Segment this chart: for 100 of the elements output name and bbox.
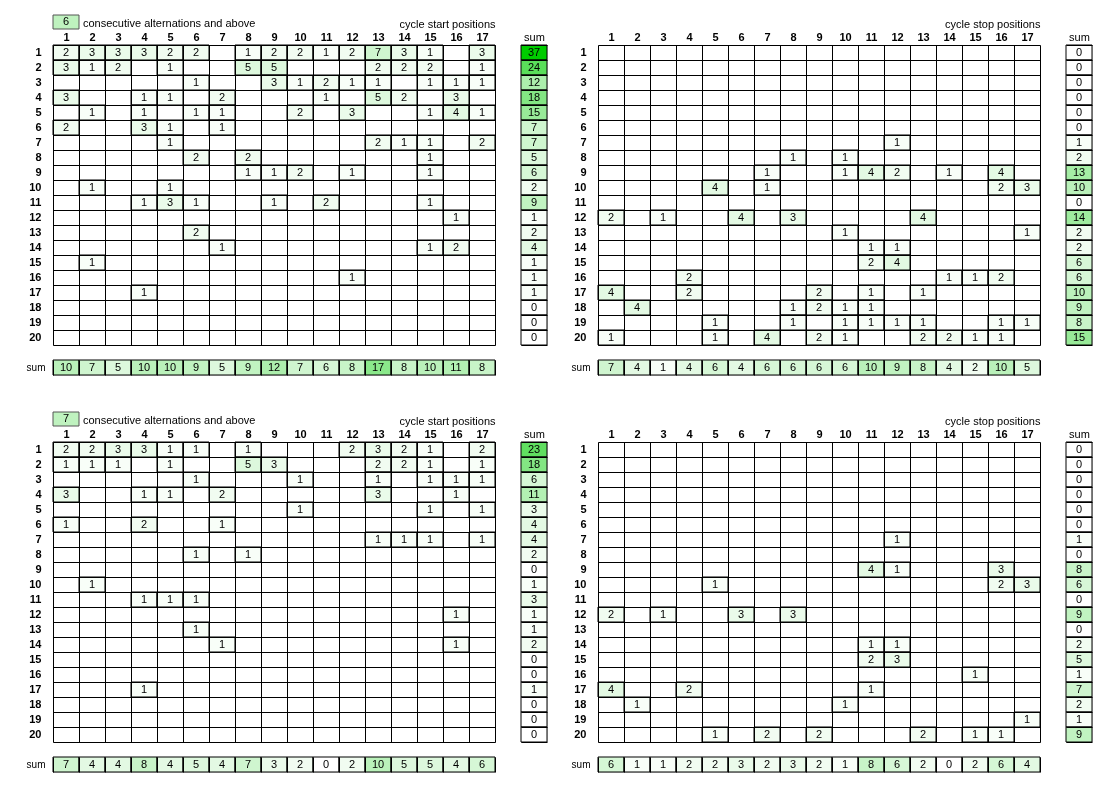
data-label: 1 bbox=[192, 622, 200, 635]
data-label: 2 bbox=[452, 240, 460, 253]
data-label: 4 bbox=[452, 105, 460, 118]
data-label: 2 bbox=[530, 180, 538, 193]
data-label: 1 bbox=[867, 285, 875, 298]
data-label: 1 bbox=[893, 240, 901, 253]
data-label: 2 bbox=[1075, 150, 1083, 163]
data-label: 2 bbox=[530, 547, 538, 560]
y-tick-label: 8 bbox=[580, 548, 587, 560]
data-label: 2 bbox=[348, 757, 356, 770]
x-tick-label: 12 bbox=[346, 427, 359, 440]
data-label: 1 bbox=[244, 547, 252, 560]
data-label: 1 bbox=[192, 195, 200, 208]
data-label: 0 bbox=[530, 562, 538, 575]
data-label: 1 bbox=[997, 315, 1005, 328]
y-tick-label: 18 bbox=[574, 301, 587, 313]
x-tick-label: 16 bbox=[450, 30, 463, 43]
data-label: 2 bbox=[530, 637, 538, 650]
data-label: 0 bbox=[322, 757, 330, 770]
data-label: 2 bbox=[140, 517, 148, 530]
data-label: 2 bbox=[88, 442, 96, 455]
data-label: 2 bbox=[685, 682, 693, 695]
data-label: 1 bbox=[530, 255, 538, 268]
data-label: 1 bbox=[244, 442, 252, 455]
y-tick-label: 14 bbox=[29, 241, 43, 253]
data-label: 12 bbox=[527, 75, 541, 88]
data-label: 1 bbox=[426, 532, 434, 545]
y-tick-label: 3 bbox=[580, 76, 587, 88]
data-label: 9 bbox=[1075, 607, 1083, 620]
y-tick-label: 11 bbox=[574, 593, 587, 605]
data-label: 1 bbox=[478, 457, 486, 470]
y-tick-label: 1 bbox=[580, 443, 587, 455]
data-label: 8 bbox=[919, 360, 927, 373]
data-label: 1 bbox=[426, 165, 434, 178]
x-tick-label: 12 bbox=[891, 30, 904, 43]
data-label: 1 bbox=[659, 607, 667, 620]
data-label: 7 bbox=[530, 120, 538, 133]
data-label: 2 bbox=[192, 225, 200, 238]
data-label: 2 bbox=[763, 727, 771, 740]
y-tick-label: 9 bbox=[580, 563, 587, 575]
data-label: 1 bbox=[841, 330, 849, 343]
y-tick-label: 19 bbox=[574, 316, 587, 328]
data-label: 1 bbox=[841, 300, 849, 313]
data-label: 1 bbox=[452, 487, 460, 500]
y-tick-label: 11 bbox=[29, 593, 42, 605]
y-tick-label: 20 bbox=[29, 728, 42, 740]
x-tick-label: 12 bbox=[891, 427, 904, 440]
x-tick-label: 14 bbox=[943, 30, 957, 43]
data-label: 2 bbox=[997, 270, 1005, 283]
x-tick-label: 10 bbox=[839, 30, 852, 43]
data-label: 1 bbox=[426, 442, 434, 455]
data-label: 1 bbox=[1075, 532, 1083, 545]
data-label: 1 bbox=[478, 105, 486, 118]
data-label: 15 bbox=[1072, 330, 1086, 343]
data-label: 1 bbox=[166, 60, 174, 73]
x-tick-label: 13 bbox=[917, 427, 930, 440]
data-label: 1 bbox=[711, 315, 719, 328]
data-label: 1 bbox=[867, 315, 875, 328]
y-tick-label: sum bbox=[26, 362, 46, 373]
x-tick-label: 13 bbox=[372, 30, 385, 43]
x-tick-label: 10 bbox=[294, 427, 307, 440]
data-label: 0 bbox=[1075, 90, 1083, 103]
text: 7 bbox=[62, 412, 70, 424]
data-label: 1 bbox=[530, 270, 538, 283]
data-label: 4 bbox=[919, 210, 927, 223]
y-tick-label: sum bbox=[26, 759, 46, 770]
data-label: 3 bbox=[270, 457, 278, 470]
y-tick-label: 17 bbox=[29, 683, 42, 695]
y-tick-label: 11 bbox=[574, 196, 587, 208]
data-label: 2 bbox=[711, 757, 719, 770]
data-label: 2 bbox=[322, 195, 330, 208]
data-label: 10 bbox=[994, 360, 1008, 373]
data-label: 1 bbox=[244, 165, 252, 178]
x-tick-label: 8 bbox=[245, 30, 252, 43]
chart-title: consecutive alternations and above bbox=[83, 413, 256, 426]
data-label: 17 bbox=[371, 360, 385, 373]
data-label: 1 bbox=[867, 637, 875, 650]
y-tick-label: 15 bbox=[574, 653, 587, 665]
data-label: 10 bbox=[1072, 285, 1086, 298]
x-tick-label: 14 bbox=[943, 427, 957, 440]
data-label: 23 bbox=[527, 442, 541, 455]
data-label: 3 bbox=[88, 45, 96, 58]
data-label: 5 bbox=[1075, 652, 1083, 665]
x-tick-label: sum bbox=[524, 427, 545, 440]
data-label: 3 bbox=[452, 90, 460, 103]
data-label: 4 bbox=[763, 330, 771, 343]
data-label: 2 bbox=[296, 165, 304, 178]
y-tick-label: 15 bbox=[574, 256, 587, 268]
data-label: 18 bbox=[527, 90, 541, 103]
y-tick-label: 16 bbox=[29, 271, 42, 283]
data-label: 3 bbox=[270, 757, 278, 770]
x-tick-label: 8 bbox=[245, 427, 252, 440]
text: 6 bbox=[62, 15, 70, 27]
data-label: 6 bbox=[841, 360, 849, 373]
y-tick-label: 10 bbox=[574, 578, 587, 590]
data-label: 1 bbox=[893, 637, 901, 650]
data-label: 2 bbox=[685, 270, 693, 283]
data-label: 1 bbox=[530, 577, 538, 590]
x-tick-label: 9 bbox=[271, 30, 278, 43]
data-label: 0 bbox=[1075, 472, 1083, 485]
